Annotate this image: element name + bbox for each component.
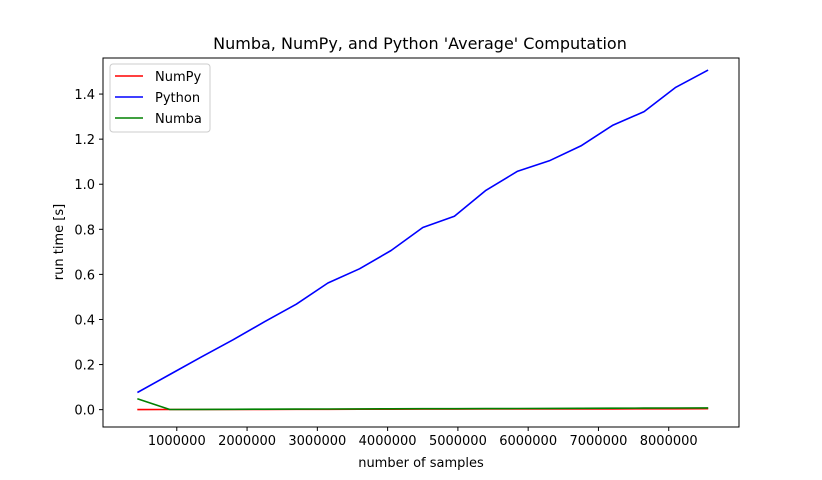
x-tick-label: 7000000 (569, 434, 627, 449)
series-layer (137, 69, 709, 411)
series-line-python (137, 69, 709, 394)
y-tick-label: 1.4 (74, 88, 95, 103)
y-tick-label: 0.6 (74, 268, 95, 283)
x-axis-label: number of samples (358, 456, 484, 471)
legend-label-numba: Numba (155, 112, 202, 127)
x-axis: 1000000 2000000 3000000 4000000 5000000 60000… (148, 427, 698, 449)
x-tick-label: 3000000 (288, 434, 346, 449)
x-tick-label: 1000000 (148, 434, 206, 449)
x-tick-label: 2000000 (218, 434, 276, 449)
x-tick-label: 4000000 (359, 434, 417, 449)
y-tick-label: 0.4 (74, 313, 95, 328)
legend-box (109, 63, 211, 133)
plot-frame (102, 57, 740, 428)
x-tick-label: 6000000 (499, 434, 557, 449)
y-tick-label: 0.0 (74, 404, 95, 419)
x-tick-label: 5000000 (429, 434, 487, 449)
legend-label-python: Python (155, 91, 200, 106)
y-axis-label: run time [s] (52, 204, 67, 280)
y-tick-label: 0.8 (74, 223, 95, 238)
y-axis: 0.0 0.2 0.4 0.6 0.8 1.0 1.2 1.4 (74, 88, 103, 419)
y-tick-label: 0.2 (74, 359, 95, 374)
legend-label-numpy: NumPy (155, 70, 201, 85)
y-tick-label: 1.2 (74, 133, 95, 148)
x-tick-label: 8000000 (640, 434, 698, 449)
legend: NumPy Python Numba (109, 63, 211, 133)
chart-title: Numba, NumPy, and Python 'Average' Compu… (213, 34, 627, 53)
y-tick-label: 1.0 (74, 178, 95, 193)
series-line-numba (137, 397, 709, 411)
